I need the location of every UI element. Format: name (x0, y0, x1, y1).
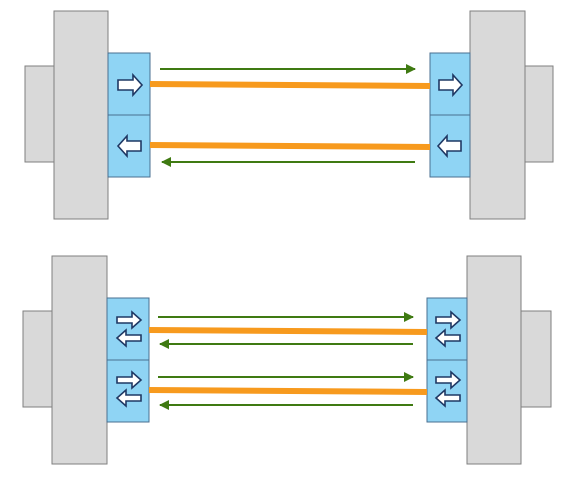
right-device-body (469, 10, 526, 220)
left-arrow-icon (434, 388, 461, 408)
fiber-cable (148, 387, 428, 395)
left-arrow-icon (116, 133, 142, 159)
right-arrow-icon (438, 72, 464, 98)
right-arrow-icon (435, 310, 462, 330)
left-arrow-icon (115, 328, 142, 348)
right-device-body (466, 255, 522, 465)
left-device-body (53, 10, 109, 220)
right-device (429, 10, 554, 220)
top-diagram (24, 10, 554, 220)
left-device (24, 10, 151, 220)
bottom-diagram (22, 255, 552, 465)
left-device-handle (24, 65, 56, 163)
right-arrow-icon (116, 370, 143, 390)
left-arrow-icon (115, 388, 142, 408)
left-port-a (106, 297, 150, 361)
right-arrow-icon (116, 310, 143, 330)
right-arrow-icon (435, 370, 462, 390)
left-arrow-icon (434, 328, 461, 348)
right-device-handle (524, 65, 554, 163)
left-port-b (106, 359, 150, 423)
left-device-body (51, 255, 108, 465)
right-port-b (426, 359, 468, 423)
right-device-handle (520, 310, 552, 408)
right-arrow-icon (117, 72, 144, 98)
left-device-handle (22, 310, 54, 408)
fiber-cable (148, 327, 428, 335)
fiber-cable (149, 142, 431, 150)
right-port-a (426, 297, 468, 361)
right-device (426, 255, 552, 465)
fiber-cable (149, 81, 431, 89)
left-arrow-icon (436, 133, 462, 159)
left-device (22, 255, 150, 465)
